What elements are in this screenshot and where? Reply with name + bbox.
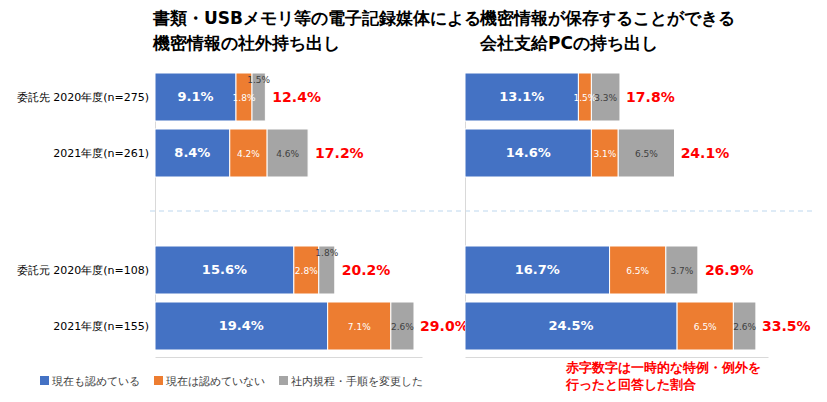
total-label: 12.4%	[272, 89, 321, 105]
bar-segment	[591, 73, 620, 121]
data-label: 2.8%	[295, 266, 318, 276]
x-axis-line	[156, 357, 423, 358]
data-label: 4.6%	[276, 149, 299, 159]
data-label: 8.4%	[174, 145, 210, 160]
bar-segment	[267, 129, 308, 177]
total-label: 17.2%	[315, 145, 364, 161]
data-label: 4.2%	[237, 149, 260, 159]
bar-segment	[677, 302, 733, 350]
data-label: 6.5%	[626, 266, 649, 276]
bar-segment	[465, 73, 578, 121]
data-label: 6.5%	[694, 322, 717, 332]
bar-segment	[591, 129, 618, 177]
bar-segment	[465, 246, 610, 294]
bar-segment	[328, 302, 391, 350]
bar-segment	[618, 129, 674, 177]
legend-swatch	[279, 376, 288, 385]
data-label: 3.1%	[593, 149, 616, 159]
bar-segment	[733, 302, 756, 350]
data-labels: 13.1%1.5%3.3%17.8%14.6%3.1%6.5%24.1%16.7…	[499, 89, 810, 334]
y-tick-label: 委託先 2020年度(n=275)	[17, 91, 149, 104]
data-label: 9.1%	[177, 89, 213, 104]
data-label: 13.1%	[499, 89, 544, 104]
y-axis: 委託先 2020年度(n=275) 2021年度(n=261) 委託元 2020年度…	[17, 91, 156, 333]
annotation: 行ったと回答した割合	[565, 377, 696, 392]
bars	[155, 73, 414, 350]
data-label: 1.5%	[247, 75, 270, 85]
legend-label: 現在は認めていない	[166, 375, 265, 388]
data-label: 1.8%	[233, 93, 256, 103]
data-label: 2.6%	[733, 322, 756, 332]
chart-title: 機密情報の社外持ち出し	[152, 33, 340, 53]
bar-segment	[155, 73, 236, 121]
y-tick: 2021年度(n=155)	[53, 320, 155, 333]
y-tick-label: 2021年度(n=261)	[53, 147, 149, 160]
legend: 現在も認めている 現在は認めていない 社内規程・手順を変更した	[40, 375, 423, 388]
bar-segment	[391, 302, 414, 350]
y-tick: 委託元 2020年度(n=108)	[17, 264, 155, 277]
x-axis	[466, 357, 769, 358]
data-label: 15.6%	[202, 262, 247, 277]
total-label: 33.5%	[762, 318, 811, 334]
y-tick-label: 2021年度(n=155)	[53, 320, 149, 333]
bars	[465, 73, 756, 350]
data-label: 2.6%	[391, 322, 414, 332]
data-label: 14.6%	[506, 145, 551, 160]
data-label: 24.5%	[548, 318, 593, 333]
bar-segment	[155, 246, 294, 294]
bar-segment	[666, 246, 698, 294]
panel: 書類・USBメモリ等の電子記録媒体による機密情報の社外持ち出し委託先 2020年…	[17, 8, 481, 358]
chart-title: 機密情報が保存することができる	[479, 8, 735, 28]
chart-canvas: 書類・USBメモリ等の電子記録媒体による機密情報の社外持ち出し委託先 2020年…	[0, 0, 827, 402]
total-label: 20.2%	[342, 262, 391, 278]
total-label: 26.9%	[705, 262, 754, 278]
y-tick: 2021年度(n=261)	[53, 147, 155, 160]
data-label: 3.3%	[594, 93, 617, 103]
panel: 機密情報が保存することができる会社支給PCの持ち出し13.1%1.5%3.3%1…	[465, 8, 811, 392]
group-separator	[150, 211, 812, 212]
data-label: 6.5%	[635, 149, 658, 159]
legend-label: 現在も認めている	[52, 375, 140, 388]
bar-segment	[230, 129, 267, 177]
chart-title: 会社支給PCの持ち出し	[479, 33, 658, 53]
legend-swatch	[154, 376, 163, 385]
legend-label: 社内規程・手順を変更した	[291, 375, 423, 388]
data-label: 7.1%	[348, 322, 371, 332]
chart-title: 書類・USBメモリ等の電子記録媒体による	[152, 8, 481, 28]
data-label: 16.7%	[515, 262, 560, 277]
total-label: 24.1%	[681, 145, 730, 161]
data-label: 19.4%	[219, 318, 264, 333]
legend-swatch	[40, 376, 49, 385]
data-label: 3.7%	[670, 266, 693, 276]
bar-segment	[610, 246, 666, 294]
data-labels: 9.1% 1.8% 1.5%12.4% 8.4% 4.2% 4.6% 17.2% 15.6% 2…	[174, 75, 468, 334]
y-tick-label: 委託元 2020年度(n=108)	[17, 264, 149, 277]
total-label: 17.8%	[626, 89, 675, 105]
bar-segment	[155, 129, 230, 177]
bar-segment	[465, 129, 591, 177]
total-label: 29.0%	[420, 318, 469, 334]
data-label: 1.8%	[315, 248, 338, 258]
y-tick: 委託先 2020年度(n=275)	[17, 91, 155, 104]
bar-segment	[155, 302, 328, 350]
x-axis	[156, 357, 423, 358]
annotation: 赤字数字は一時的な特例・例外を	[565, 360, 761, 375]
x-axis-line	[466, 357, 769, 358]
bar-segment	[465, 302, 677, 350]
